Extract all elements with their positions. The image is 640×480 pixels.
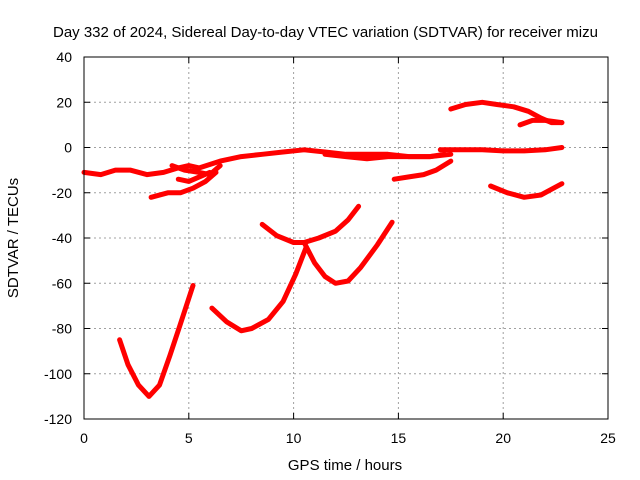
y-tick-label: 0 (64, 140, 72, 156)
y-tick-label: -120 (44, 411, 72, 427)
y-tick-label: -80 (52, 321, 72, 337)
series-trace-1 (81, 147, 447, 178)
x-tick-label: 0 (80, 430, 88, 446)
series-trace-4 (322, 151, 454, 162)
y-tick-label: 40 (56, 49, 72, 65)
y-tick-label: -20 (52, 185, 72, 201)
series-trace-7 (391, 158, 454, 182)
y-tick-label: 20 (56, 94, 72, 110)
x-tick-label: 15 (391, 430, 407, 446)
y-tick-label: -40 (52, 230, 72, 246)
y-axis-title: SDTVAR / TECUs (5, 178, 22, 298)
series-trace-13 (209, 244, 309, 334)
x-tick-label: 10 (286, 430, 302, 446)
series-trace-14 (117, 283, 196, 399)
series-trace-10 (488, 181, 565, 200)
data-series (81, 99, 565, 399)
x-tick-label: 5 (185, 430, 193, 446)
series-trace-6 (148, 169, 219, 200)
axis-ticks: 0 5 10 15 20 25 -120 -100 -80 -60 -40 -20 0 20 40 (44, 49, 616, 446)
series-trace-5 (437, 145, 565, 154)
x-tick-label: 25 (600, 430, 616, 446)
series-trace-12 (301, 219, 395, 286)
y-tick-label: -60 (52, 275, 72, 291)
x-tick-label: 20 (495, 430, 511, 446)
chart-title: Day 332 of 2024, Sidereal Day-to-day VTE… (53, 24, 598, 41)
y-tick-label: -100 (44, 366, 72, 382)
series-trace-11 (259, 203, 362, 245)
x-axis-title: GPS time / hours (288, 457, 402, 474)
series-trace-9 (517, 117, 565, 128)
series-trace-3 (175, 169, 213, 184)
